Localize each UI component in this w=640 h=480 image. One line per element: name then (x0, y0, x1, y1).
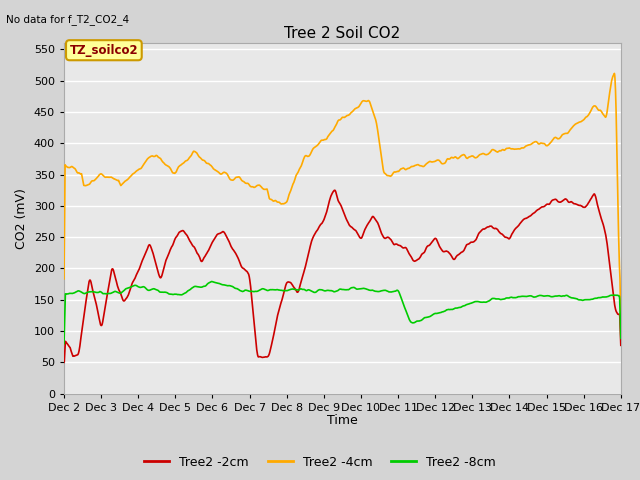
Text: No data for f_T2_CO2_4: No data for f_T2_CO2_4 (6, 14, 129, 25)
Title: Tree 2 Soil CO2: Tree 2 Soil CO2 (284, 25, 401, 41)
Text: TZ_soilco2: TZ_soilco2 (70, 44, 138, 57)
Legend: Tree2 -2cm, Tree2 -4cm, Tree2 -8cm: Tree2 -2cm, Tree2 -4cm, Tree2 -8cm (140, 451, 500, 474)
X-axis label: Time: Time (327, 414, 358, 427)
Y-axis label: CO2 (mV): CO2 (mV) (15, 188, 28, 249)
